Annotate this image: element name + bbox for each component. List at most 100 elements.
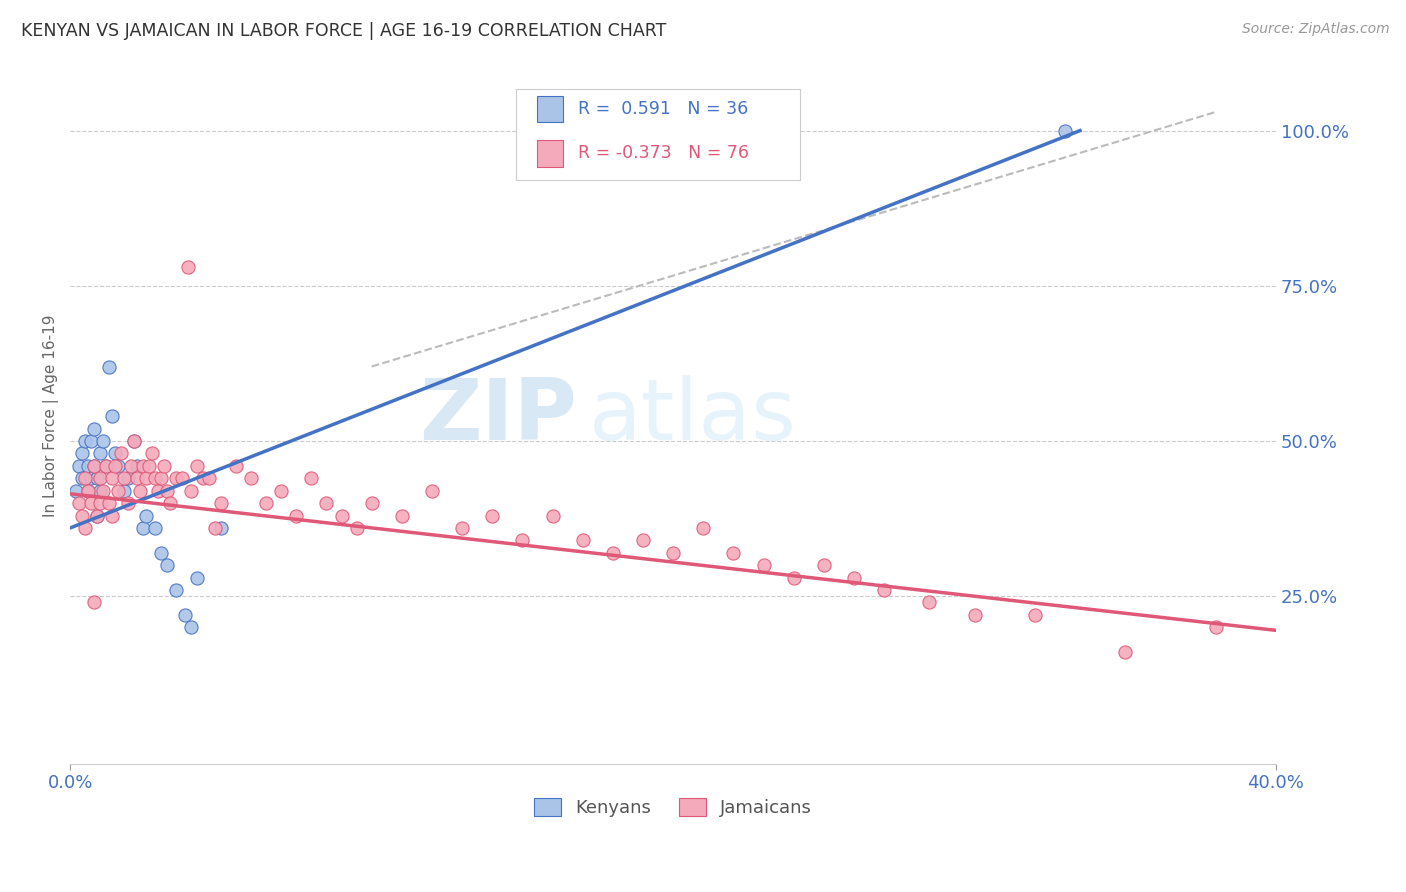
Point <box>481 508 503 523</box>
Point <box>125 471 148 485</box>
Point <box>67 496 90 510</box>
Point <box>72 508 94 523</box>
Point <box>98 359 121 374</box>
Point <box>89 471 111 485</box>
Point <box>75 434 97 448</box>
Point <box>156 483 179 498</box>
Point <box>782 571 804 585</box>
Point <box>83 458 105 473</box>
Point <box>125 458 148 473</box>
Point <box>165 471 187 485</box>
Text: ZIP: ZIP <box>419 375 576 458</box>
Point <box>77 483 100 498</box>
Point <box>451 521 474 535</box>
Point <box>752 558 775 573</box>
Point <box>873 582 896 597</box>
Legend: Kenyans, Jamaicans: Kenyans, Jamaicans <box>527 790 820 824</box>
Point <box>135 508 157 523</box>
Point <box>96 458 118 473</box>
FancyBboxPatch shape <box>537 140 564 167</box>
Point <box>93 483 115 498</box>
Point <box>101 471 124 485</box>
Point <box>107 458 129 473</box>
Point <box>117 496 139 510</box>
FancyBboxPatch shape <box>516 89 800 180</box>
Point <box>225 458 247 473</box>
Point <box>89 446 111 460</box>
Point <box>86 508 108 523</box>
Point <box>89 483 111 498</box>
Point <box>122 434 145 448</box>
Point <box>631 533 654 548</box>
Point <box>180 620 202 634</box>
Text: Source: ZipAtlas.com: Source: ZipAtlas.com <box>1241 22 1389 37</box>
Point <box>80 471 103 485</box>
Point <box>191 471 214 485</box>
Point <box>170 471 193 485</box>
Point <box>72 446 94 460</box>
Point <box>186 571 208 585</box>
Text: R = -0.373   N = 76: R = -0.373 N = 76 <box>578 145 749 162</box>
Point <box>104 446 127 460</box>
Point <box>110 446 132 460</box>
Point <box>128 483 150 498</box>
Point <box>93 434 115 448</box>
Point <box>143 471 166 485</box>
Point <box>198 471 221 485</box>
Point <box>285 508 308 523</box>
Point <box>1053 123 1076 137</box>
Point <box>602 546 624 560</box>
Point <box>83 595 105 609</box>
Point <box>420 483 443 498</box>
Point <box>918 595 941 609</box>
Point <box>77 483 100 498</box>
Point <box>65 483 87 498</box>
Point <box>83 421 105 435</box>
Point <box>159 496 181 510</box>
Point <box>67 458 90 473</box>
Point <box>315 496 337 510</box>
Point <box>209 521 232 535</box>
Point <box>571 533 593 548</box>
Point <box>723 546 745 560</box>
Point <box>101 508 124 523</box>
Point <box>98 496 121 510</box>
Point <box>240 471 263 485</box>
Point <box>360 496 382 510</box>
Point <box>1024 607 1046 622</box>
Point <box>104 458 127 473</box>
Point <box>541 508 564 523</box>
Point <box>86 508 108 523</box>
Point <box>346 521 368 535</box>
Point <box>156 558 179 573</box>
Point <box>662 546 685 560</box>
Point <box>391 508 413 523</box>
Point <box>72 471 94 485</box>
Point <box>131 458 153 473</box>
Point <box>149 471 172 485</box>
Text: atlas: atlas <box>589 375 797 458</box>
Point <box>149 546 172 560</box>
Point <box>86 471 108 485</box>
Point <box>330 508 353 523</box>
Point <box>186 458 208 473</box>
Point <box>143 521 166 535</box>
Point <box>1114 645 1136 659</box>
Point <box>141 446 163 460</box>
Point <box>80 496 103 510</box>
Text: R =  0.591   N = 36: R = 0.591 N = 36 <box>578 100 748 118</box>
Point <box>813 558 835 573</box>
Point <box>107 483 129 498</box>
Point <box>692 521 714 535</box>
Point <box>135 471 157 485</box>
Point <box>131 521 153 535</box>
Point <box>83 458 105 473</box>
Point <box>512 533 534 548</box>
Text: KENYAN VS JAMAICAN IN LABOR FORCE | AGE 16-19 CORRELATION CHART: KENYAN VS JAMAICAN IN LABOR FORCE | AGE … <box>21 22 666 40</box>
Point <box>299 471 322 485</box>
Point <box>165 582 187 597</box>
Point <box>117 471 139 485</box>
Point <box>842 571 865 585</box>
Point <box>101 409 124 424</box>
Point <box>89 496 111 510</box>
